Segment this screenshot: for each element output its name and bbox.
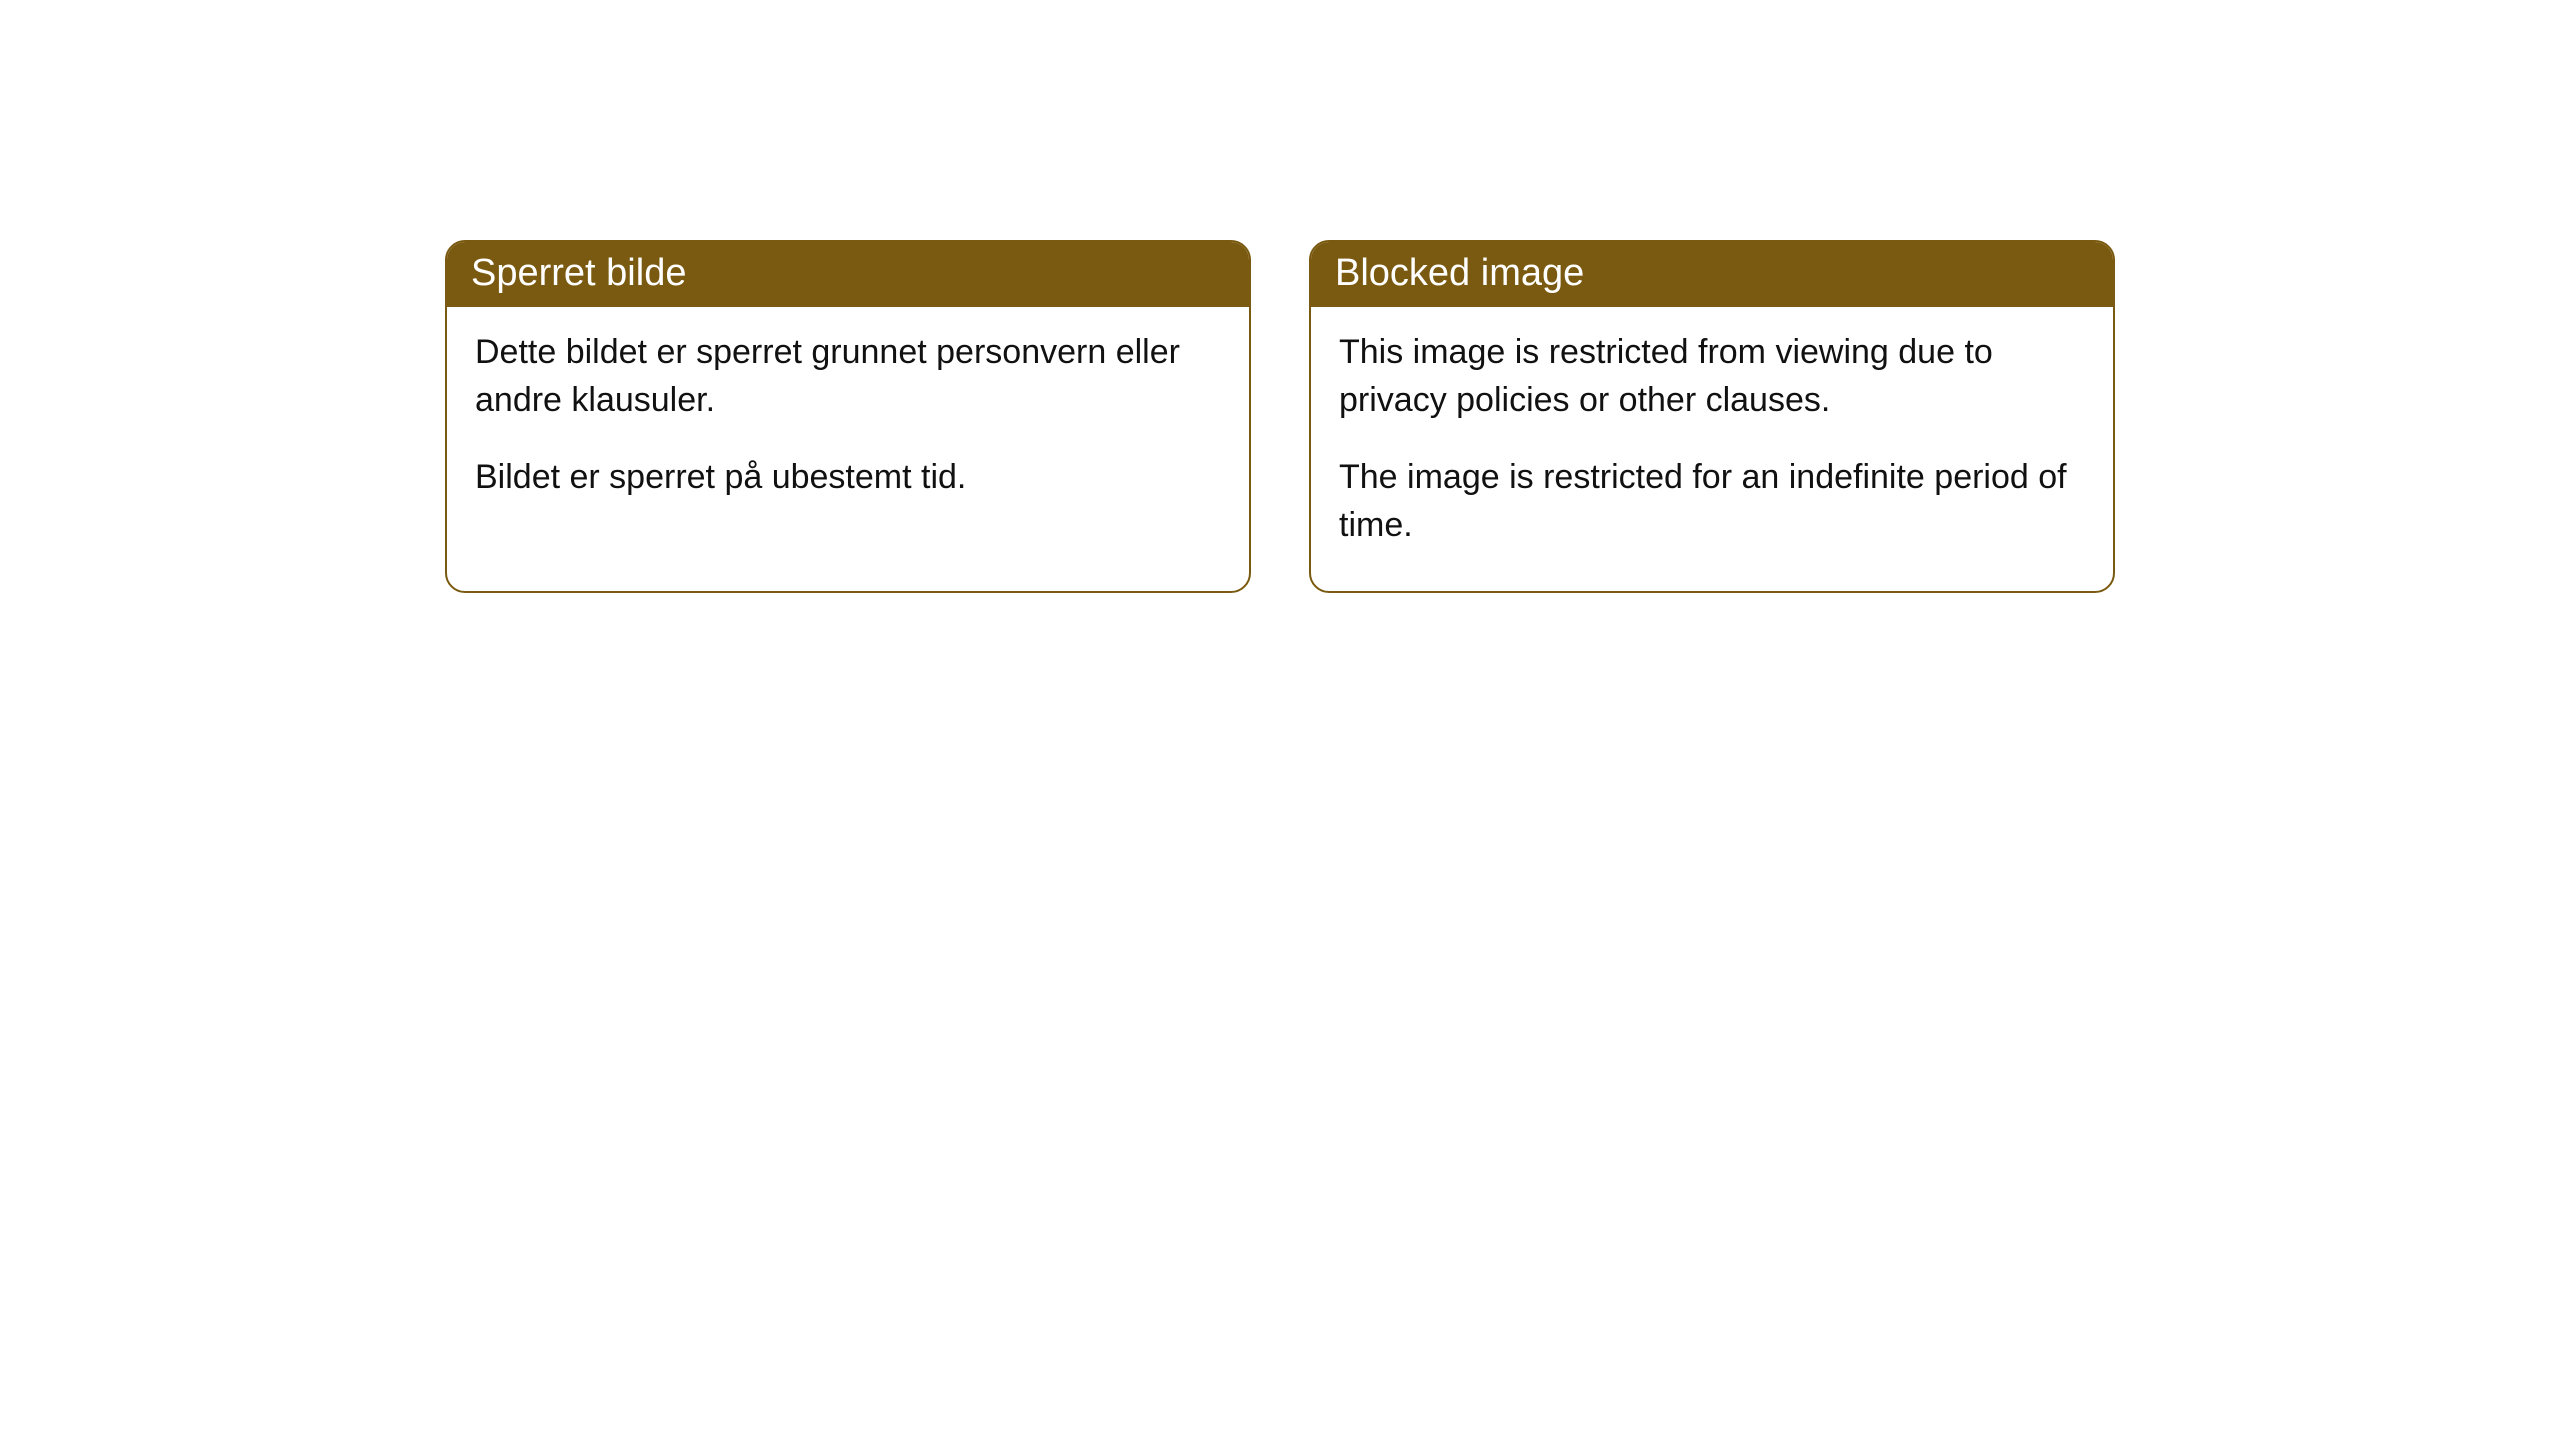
card-header-no: Sperret bilde (447, 242, 1249, 307)
card-body-en: This image is restricted from viewing du… (1311, 307, 2113, 591)
blocked-image-card-no: Sperret bilde Dette bildet er sperret gr… (445, 240, 1251, 593)
card-paragraph-no-2: Bildet er sperret på ubestemt tid. (475, 454, 1221, 502)
card-paragraph-en-2: The image is restricted for an indefinit… (1339, 454, 2085, 549)
blocked-image-card-en: Blocked image This image is restricted f… (1309, 240, 2115, 593)
card-container: Sperret bilde Dette bildet er sperret gr… (445, 240, 2560, 593)
card-body-no: Dette bildet er sperret grunnet personve… (447, 307, 1249, 544)
card-header-en: Blocked image (1311, 242, 2113, 307)
card-paragraph-en-1: This image is restricted from viewing du… (1339, 329, 2085, 424)
card-paragraph-no-1: Dette bildet er sperret grunnet personve… (475, 329, 1221, 424)
